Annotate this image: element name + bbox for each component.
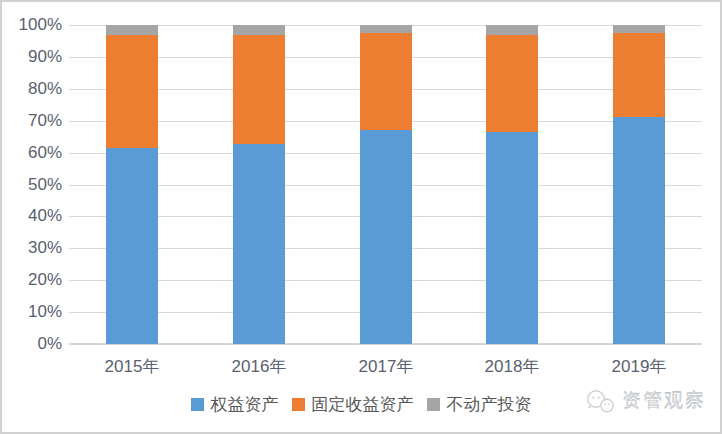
- x-tick-label: 2015年: [105, 355, 160, 378]
- y-tick-label: 60%: [12, 143, 62, 163]
- legend-item: 不动产投资: [427, 393, 532, 416]
- x-tick-label: 2017年: [359, 355, 414, 378]
- x-tick-label: 2019年: [612, 355, 667, 378]
- legend-label: 固定收益资产: [312, 393, 414, 416]
- bar-segment-1-2015年: [106, 148, 158, 344]
- bar-segment-2-2019年: [613, 33, 665, 117]
- legend-label: 权益资产: [211, 393, 279, 416]
- bar-segment-2-2015年: [106, 35, 158, 148]
- bar-segment-3-2019年: [613, 25, 665, 33]
- legend-label: 不动产投资: [447, 393, 532, 416]
- bar-segment-3-2017年: [360, 25, 412, 33]
- chart-figure: 0% 10% 20% 30% 40% 50% 60% 70% 80% 90% 100% 2015年 2…: [0, 0, 722, 434]
- bar-segment-1-2019年: [613, 117, 665, 344]
- bar-segment-2-2018年: [486, 35, 538, 132]
- bar-segment-2-2017年: [360, 33, 412, 130]
- legend-item: 固定收益资产: [292, 393, 414, 416]
- y-tick-label: 90%: [12, 47, 62, 67]
- y-tick-label: 10%: [12, 302, 62, 322]
- y-tick-label: 40%: [12, 206, 62, 226]
- wechat-icon: [585, 389, 615, 414]
- bar-segment-2-2016年: [233, 35, 285, 144]
- bar-segment-1-2016年: [233, 144, 285, 344]
- x-tick-label: 2016年: [232, 355, 287, 378]
- y-tick-label: 50%: [12, 175, 62, 195]
- bar-segment-1-2017年: [360, 130, 412, 344]
- y-tick-label: 30%: [12, 238, 62, 258]
- watermark-label: 资管观察: [622, 388, 706, 414]
- legend-item: 权益资产: [191, 393, 279, 416]
- watermark: 资管观察: [585, 388, 706, 414]
- y-tick-label: 70%: [12, 111, 62, 131]
- y-tick-label: 80%: [12, 79, 62, 99]
- bar-segment-3-2016年: [233, 25, 285, 35]
- y-tick-label: 0%: [12, 334, 62, 354]
- bar-segment-3-2015年: [106, 25, 158, 35]
- bar-segment-1-2018年: [486, 132, 538, 344]
- legend-swatch-icon: [427, 398, 440, 411]
- x-tick-label: 2018年: [485, 355, 540, 378]
- legend-swatch-icon: [191, 398, 204, 411]
- y-tick-label: 100%: [12, 15, 62, 35]
- y-tick-label: 20%: [12, 270, 62, 290]
- bar-segment-3-2018年: [486, 25, 538, 35]
- legend-swatch-icon: [292, 398, 305, 411]
